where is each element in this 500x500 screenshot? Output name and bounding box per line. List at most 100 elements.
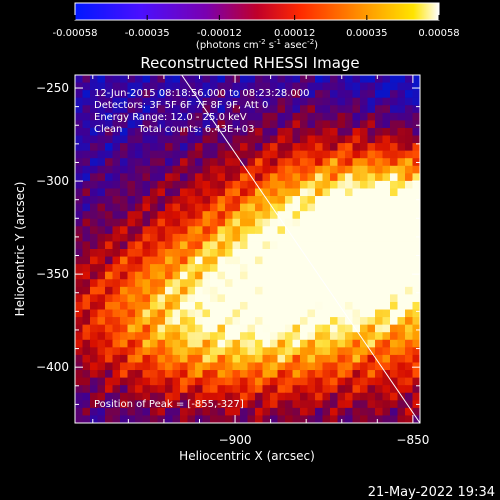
heatmap-cell [165, 309, 174, 318]
heatmap-cell [390, 226, 399, 235]
heatmap-cell [232, 143, 241, 152]
heatmap-cell [360, 324, 369, 333]
heatmap-cell [150, 407, 159, 417]
heatmap-cell [270, 127, 279, 137]
heatmap-cell [397, 135, 406, 144]
heatmap-cell [82, 256, 91, 265]
heatmap-cell [322, 256, 331, 265]
heatmap-cell [90, 385, 99, 394]
heatmap-cell [75, 127, 84, 137]
heatmap-cell [232, 400, 241, 409]
heatmap-cell [210, 241, 219, 250]
heatmap-cell [307, 332, 316, 341]
heatmap-cell [187, 90, 196, 99]
heatmap-cell [262, 415, 271, 423]
heatmap-cell [315, 105, 324, 114]
heatmap-cell [345, 150, 354, 159]
heatmap-cell [367, 120, 376, 129]
heatmap-cell [75, 301, 84, 311]
heatmap-cell [247, 347, 256, 356]
heatmap-cell [202, 218, 211, 227]
heatmap-cell [322, 354, 331, 364]
heatmap-cell [352, 279, 361, 288]
heatmap-cell [180, 370, 189, 379]
heatmap-cell [390, 370, 399, 379]
heatmap-cell [120, 241, 129, 250]
heatmap-cell [135, 309, 144, 318]
heatmap-cell [352, 173, 361, 182]
heatmap-cell [217, 143, 226, 152]
heatmap-cell [112, 203, 121, 212]
heatmap-cell [90, 317, 99, 326]
heatmap-cell [345, 407, 354, 417]
heatmap-cell [135, 317, 144, 326]
heatmap-cell [292, 143, 301, 152]
heatmap-cell [247, 218, 256, 227]
heatmap-cell [202, 400, 211, 409]
heatmap-cell [187, 249, 196, 258]
heatmap-cell [367, 392, 376, 401]
heatmap-cell [247, 135, 256, 144]
heatmap-cell [240, 286, 249, 295]
heatmap-cell [292, 165, 301, 174]
heatmap-cell [105, 385, 114, 394]
heatmap-cell [112, 226, 121, 235]
heatmap-cell [345, 301, 354, 311]
heatmap-cell [180, 324, 189, 333]
heatmap-cell [165, 105, 174, 114]
heatmap-cell [337, 203, 346, 212]
heatmap-cell [337, 173, 346, 182]
heatmap-cell [112, 211, 121, 220]
heatmap-cell [232, 249, 241, 258]
heatmap-cell [105, 279, 114, 288]
heatmap-cells [75, 75, 420, 423]
heatmap-cell [82, 158, 91, 167]
heatmap-cell [187, 354, 196, 364]
heatmap-cell [75, 233, 84, 243]
heatmap-cell [225, 309, 234, 318]
heatmap-cell [225, 105, 234, 114]
heatmap-cell [187, 332, 196, 341]
heatmap-cell [352, 82, 361, 91]
heatmap-cell [375, 347, 384, 356]
heatmap-cell [337, 301, 346, 311]
heatmap-cell [112, 332, 121, 341]
heatmap-cell [247, 264, 256, 273]
heatmap-cell [322, 286, 331, 295]
heatmap-cell [187, 256, 196, 265]
heatmap-cell [202, 385, 211, 394]
heatmap-cell [390, 279, 399, 288]
heatmap-cell [375, 339, 384, 348]
heatmap-cell [262, 120, 271, 129]
heatmap-cell [360, 339, 369, 348]
heatmap-cell [150, 264, 159, 273]
heatmap-cell [82, 309, 91, 318]
heatmap-cell [225, 75, 234, 84]
heatmap-cell [97, 241, 106, 250]
heatmap-cell [352, 196, 361, 205]
heatmap-cell [405, 362, 414, 371]
heatmap-cell [367, 362, 376, 371]
heatmap-cell [150, 377, 159, 386]
heatmap-cell [195, 377, 204, 386]
heatmap-cell [382, 256, 391, 265]
heatmap-cell [360, 226, 369, 235]
heatmap-cell [307, 226, 316, 235]
heatmap-cell [367, 218, 376, 227]
heatmap-cell [405, 339, 414, 348]
heatmap-cell [105, 173, 114, 182]
heatmap-cell [210, 264, 219, 273]
heatmap-cell [270, 218, 279, 227]
heatmap-cell [180, 203, 189, 212]
heatmap-cell [127, 226, 136, 235]
heatmap-cell [367, 127, 376, 137]
heatmap-cell [277, 143, 286, 152]
heatmap-cell [232, 158, 241, 167]
heatmap-cell [405, 226, 414, 235]
heatmap-cell [135, 165, 144, 174]
heatmap-cell [405, 97, 414, 106]
heatmap-cell [390, 286, 399, 295]
heatmap-cell [247, 354, 256, 364]
heatmap-cell [240, 218, 249, 227]
heatmap-cell [255, 400, 264, 409]
